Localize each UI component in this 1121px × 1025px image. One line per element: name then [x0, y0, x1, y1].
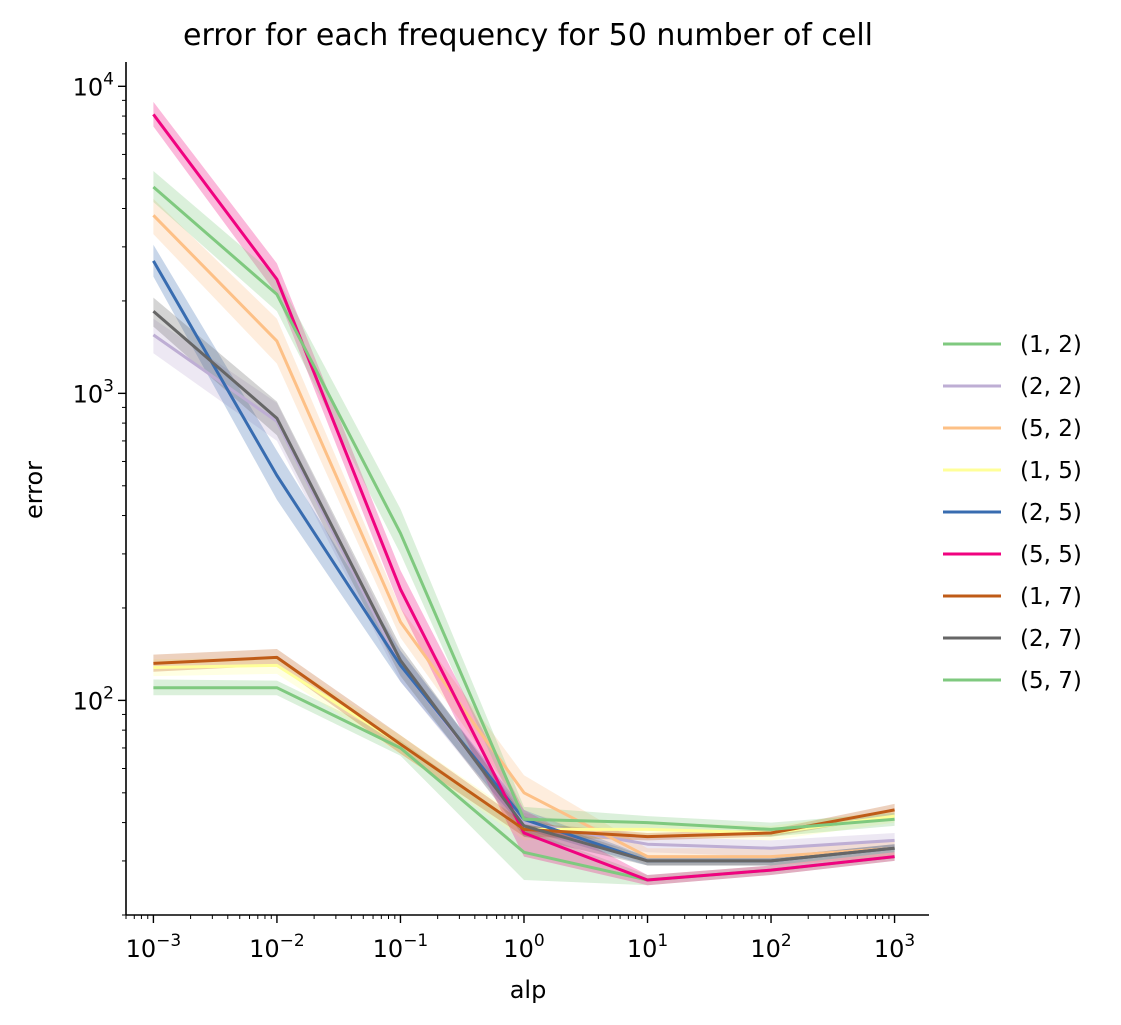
legend-label: (1, 2) [1020, 332, 1082, 358]
legend-label: (2, 7) [1020, 626, 1082, 652]
plot-area [152, 101, 895, 886]
x-tick-label: 10−2 [249, 931, 305, 963]
legend-label: (2, 5) [1020, 500, 1082, 526]
x-tick-label: 10−3 [126, 931, 182, 963]
series-line [153, 655, 895, 839]
legend-label: (5, 7) [1020, 668, 1082, 694]
x-tick-label: 101 [627, 931, 668, 963]
x-axis-ticks: 10−3 10−2 10−1 100 101 102 103 [125, 915, 915, 963]
y-axis-label: error [20, 461, 48, 519]
chart-title: error for each frequency for 50 number o… [183, 18, 873, 53]
series-line [152, 333, 895, 850]
x-tick-label: 102 [750, 931, 791, 963]
x-tick-label: 100 [503, 931, 544, 963]
confidence-band [153, 649, 895, 841]
legend-label: (1, 7) [1020, 584, 1082, 610]
confidence-band [153, 101, 895, 886]
confidence-band [153, 318, 895, 857]
y-tick-label: 103 [73, 376, 114, 408]
series-line [152, 260, 895, 863]
x-axis-label: alp [510, 976, 547, 1004]
series-line [152, 185, 895, 831]
series-line [152, 310, 895, 863]
legend-label: (5, 5) [1020, 542, 1082, 568]
legend: (1, 2) (2, 2) (5, 2) (1, 5) (2, 5) (5, 5) (1, … [943, 332, 1082, 694]
y-tick-label: 102 [73, 683, 114, 715]
legend-label: (5, 2) [1020, 416, 1082, 442]
series-line [152, 214, 895, 859]
confidence-band [153, 171, 895, 837]
x-tick-label: 103 [874, 931, 915, 963]
y-axis-ticks: 102 103 104 [73, 69, 126, 916]
x-tick-label: 10−1 [373, 931, 429, 963]
y-tick-label: 104 [73, 69, 114, 101]
legend-label: (2, 2) [1020, 374, 1082, 400]
series-line [152, 113, 895, 882]
legend-label: (1, 5) [1020, 458, 1082, 484]
